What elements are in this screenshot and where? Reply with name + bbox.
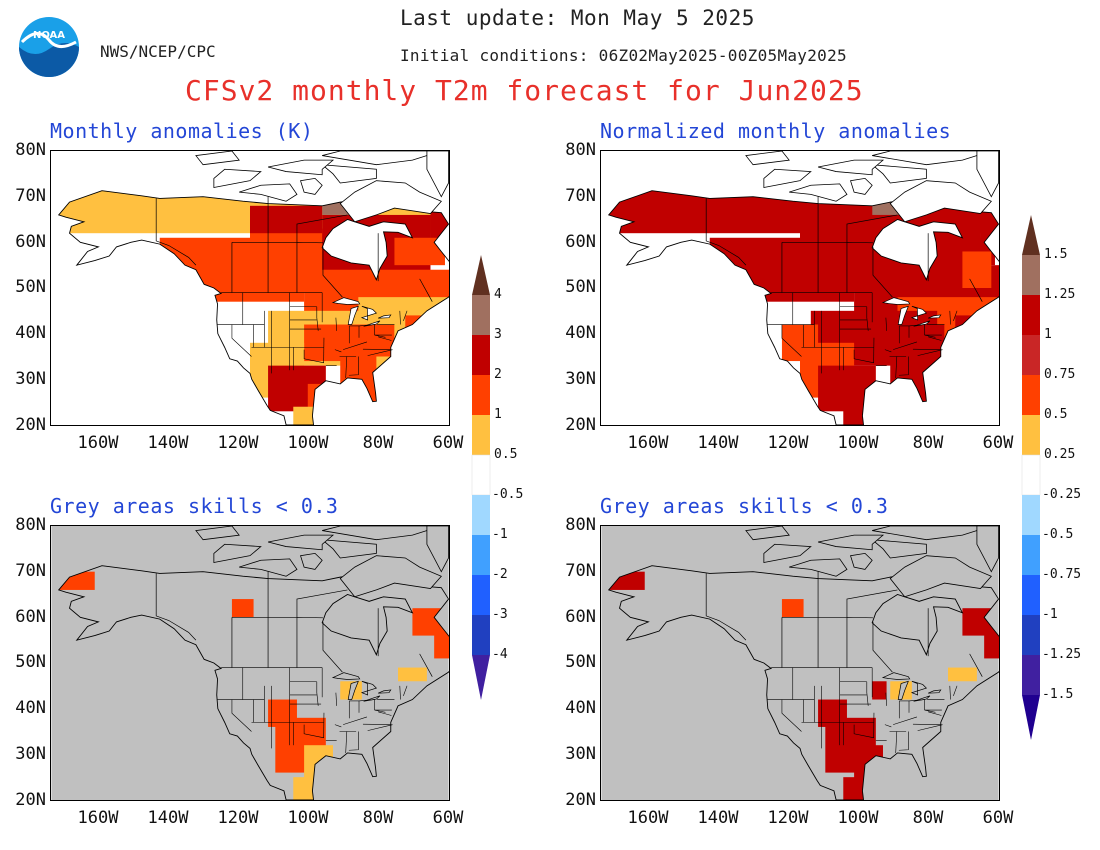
lat-tick-label: 50N xyxy=(15,652,46,673)
main-title: CFSv2 monthly T2m forecast for Jun2025 xyxy=(185,74,864,107)
lon-tick-label: 60W xyxy=(982,808,1014,828)
lon-tick-label: 80W xyxy=(362,808,394,828)
map-panel-normalized xyxy=(600,150,1000,426)
colorbar-tick: 0.5 xyxy=(1044,407,1068,422)
lon-tick-label: 120W xyxy=(767,433,809,453)
colorbar-tick: -1 xyxy=(1042,607,1058,622)
colorbar-tick: 2 xyxy=(494,367,502,382)
lat-tick-label: 30N xyxy=(565,744,596,764)
colorbar-tick: -1.25 xyxy=(1042,647,1082,662)
panel-title-anomalies: Monthly anomalies (K) xyxy=(50,119,314,143)
panel-title-skill-right: Grey areas skills < 0.3 xyxy=(600,494,889,518)
last-update: Last update: Mon May 5 2025 xyxy=(400,6,755,30)
map-panel-anomalies xyxy=(50,150,450,426)
lon-tick-label: 100W xyxy=(287,433,329,453)
colorbar-anomalies xyxy=(470,255,492,700)
map-panel-skill-left xyxy=(50,525,450,801)
lon-tick-label: 140W xyxy=(147,808,189,828)
lon-tick-label: 160W xyxy=(77,433,119,453)
lat-tick-label: 50N xyxy=(565,652,596,673)
colorbar-tick: 1 xyxy=(1044,327,1052,342)
lat-tick-label: 30N xyxy=(565,369,596,389)
lat-tick-label: 80N xyxy=(15,140,46,160)
panel-title-normalized: Normalized monthly anomalies xyxy=(600,119,952,143)
lon-tick-label: 80W xyxy=(362,433,394,453)
lon-tick-label: 100W xyxy=(287,808,329,828)
lat-tick-label: 60N xyxy=(15,231,46,252)
lon-tick-label: 60W xyxy=(982,433,1014,453)
lon-tick-label: 120W xyxy=(217,808,259,828)
lat-tick-label: 20N xyxy=(15,789,46,810)
lat-tick-label: 30N xyxy=(15,369,46,389)
panel-title-skill-left: Grey areas skills < 0.3 xyxy=(50,494,339,518)
lat-tick-label: 20N xyxy=(15,414,46,435)
colorbar-tick: 4 xyxy=(494,287,502,302)
initial-conditions: Initial conditions: 06Z02May2025-00Z05Ma… xyxy=(400,46,847,65)
lat-tick-label: 80N xyxy=(565,140,596,160)
lat-tick-label: 50N xyxy=(15,277,46,298)
lon-tick-label: 100W xyxy=(837,433,879,453)
lon-tick-label: 80W xyxy=(912,808,944,828)
lat-tick-label: 40N xyxy=(15,698,46,719)
lat-tick-label: 80N xyxy=(15,515,46,535)
colorbar-tick: 0.5 xyxy=(494,447,518,462)
lon-tick-label: 80W xyxy=(912,433,944,453)
colorbar-tick: -0.5 xyxy=(492,487,524,502)
lon-tick-label: 160W xyxy=(77,808,119,828)
lon-tick-label: 120W xyxy=(217,433,259,453)
lat-tick-label: 40N xyxy=(565,698,596,719)
colorbar-tick: 0.25 xyxy=(1044,447,1076,462)
colorbar-tick: 1 xyxy=(494,407,502,422)
lon-tick-label: 140W xyxy=(697,433,739,453)
colorbar-tick: -4 xyxy=(492,647,508,662)
colorbar-tick: 0.75 xyxy=(1044,367,1076,382)
lat-tick-label: 70N xyxy=(15,185,46,206)
noaa-logo-text: NOAA xyxy=(33,30,65,41)
colorbar-tick: -2 xyxy=(492,567,508,582)
lat-tick-label: 60N xyxy=(15,606,46,627)
anomaly-fill xyxy=(58,571,449,800)
noaa-logo: NOAA xyxy=(18,16,80,78)
colorbar-tick: -1 xyxy=(492,527,508,542)
lat-tick-label: 70N xyxy=(15,560,46,581)
colorbar-tick: 3 xyxy=(494,327,502,342)
lat-tick-label: 60N xyxy=(565,231,596,252)
colorbar-tick: -0.75 xyxy=(1042,567,1082,582)
lon-tick-label: 120W xyxy=(767,808,809,828)
lon-tick-label: 60W xyxy=(432,808,464,828)
lat-tick-label: 20N xyxy=(565,789,596,810)
lon-tick-label: 140W xyxy=(697,808,739,828)
org-label: NWS/NCEP/CPC xyxy=(100,42,216,61)
lon-tick-label: 100W xyxy=(837,808,879,828)
colorbar-tick: -1.5 xyxy=(1042,687,1074,702)
lon-tick-label: 160W xyxy=(627,433,669,453)
lat-tick-label: 50N xyxy=(565,277,596,298)
lon-tick-label: 140W xyxy=(147,433,189,453)
lon-tick-label: 160W xyxy=(627,808,669,828)
colorbar-tick: -3 xyxy=(492,607,508,622)
lat-tick-label: 30N xyxy=(15,744,46,764)
colorbar-normalized xyxy=(1020,215,1042,740)
lat-tick-label: 60N xyxy=(565,606,596,627)
lat-tick-label: 70N xyxy=(565,185,596,206)
lat-tick-label: 40N xyxy=(15,323,46,344)
lat-tick-label: 80N xyxy=(565,515,596,535)
lat-tick-label: 70N xyxy=(565,560,596,581)
map-panel-skill-right xyxy=(600,525,1000,801)
lat-tick-label: 40N xyxy=(565,323,596,344)
lat-tick-label: 20N xyxy=(565,414,596,435)
colorbar-tick: 1.5 xyxy=(1044,247,1068,262)
colorbar-tick: -0.5 xyxy=(1042,527,1074,542)
colorbar-tick: 1.25 xyxy=(1044,287,1076,302)
lon-tick-label: 60W xyxy=(432,433,464,453)
colorbar-tick: -0.25 xyxy=(1042,487,1082,502)
